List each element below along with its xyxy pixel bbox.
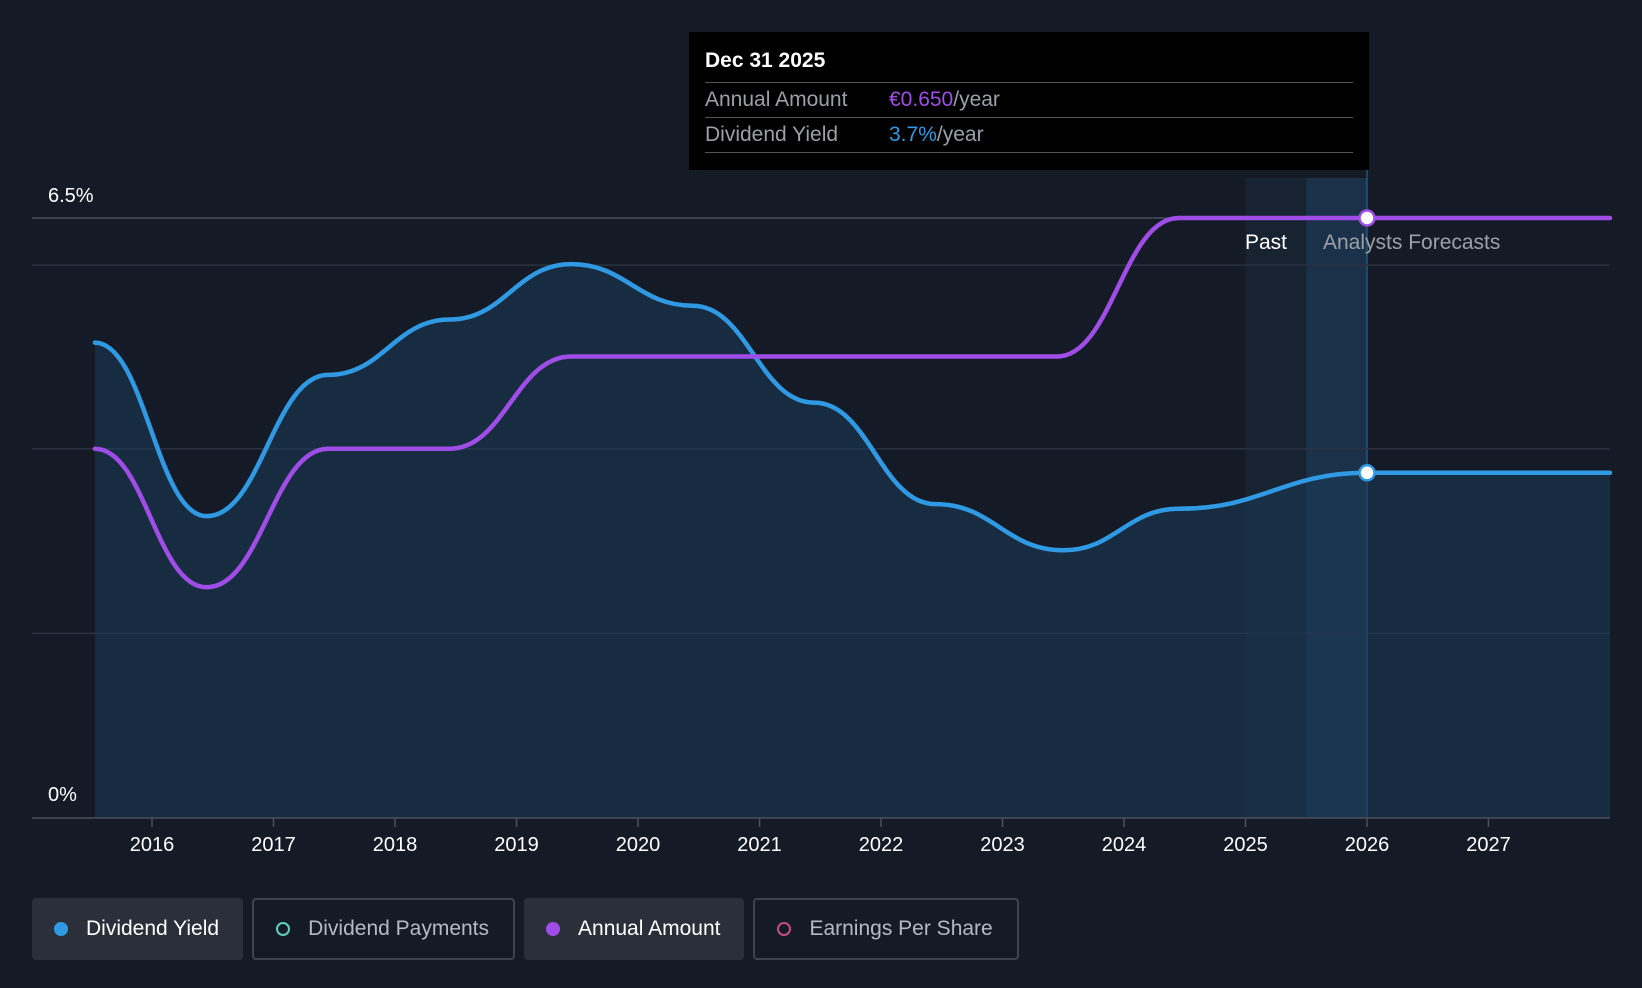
tooltip-yield-value: 3.7% [889, 123, 937, 146]
series-areas [94, 264, 1610, 819]
legend-earnings-per-share[interactable]: Earnings Per Share [753, 898, 1019, 960]
tooltip-yield-label: Dividend Yield [705, 123, 839, 146]
filled-dot-icon [54, 922, 68, 936]
legend-dividend-payments[interactable]: Dividend Payments [252, 898, 516, 960]
legend-label: Earnings Per Share [809, 917, 993, 940]
y-axis-labels: 0% 6.5% [48, 185, 94, 806]
x-tick-label: 2017 [251, 834, 296, 856]
chart-tooltip: Dec 31 2025 Annual Amount €0.650/year Div… [689, 32, 1369, 170]
x-tick-label: 2023 [980, 834, 1025, 856]
annual-amount-point [1358, 209, 1376, 227]
x-axis: 2016 2017 2018 2019 2020 2021 2022 2023 2024 2025… [32, 817, 1610, 856]
x-tick-label: 2020 [616, 834, 661, 856]
x-tick-label: 2025 [1223, 834, 1268, 856]
legend-dividend-yield[interactable]: Dividend Yield [32, 898, 244, 960]
annual-amount-line [92, 215, 1613, 590]
tooltip-annual-unit: /year [953, 88, 1000, 111]
x-tick-label: 2021 [737, 834, 782, 856]
y-tick-label: 0% [48, 784, 77, 806]
x-tick-label: 2027 [1466, 834, 1511, 856]
ring-icon [276, 922, 291, 936]
tooltip-yield-unit: /year [936, 123, 984, 146]
dividend-yield-point [1358, 464, 1376, 482]
x-tick-label: 2019 [494, 834, 539, 856]
tooltip-annual-value: €0.650 [889, 88, 954, 111]
series-lines [92, 215, 1613, 590]
legend-label: Dividend Yield [86, 917, 220, 940]
tooltip-date: Dec 31 2025 [705, 46, 1353, 83]
ring-icon [777, 922, 792, 936]
x-tick-label: 2026 [1345, 834, 1390, 856]
x-tick-label: 2016 [130, 834, 175, 856]
y-tick-label: 6.5% [48, 185, 94, 207]
x-tick-label: 2018 [373, 834, 418, 856]
tooltip-yield-row: Dividend Yield 3.7%/year [705, 118, 1353, 153]
past-label: Past [1245, 231, 1287, 254]
x-tick-label: 2024 [1102, 834, 1147, 856]
highlight-markers [1358, 209, 1376, 482]
legend-annual-amount[interactable]: Annual Amount [524, 898, 745, 960]
yield-area [94, 264, 1610, 819]
tooltip-annual-row: Annual Amount €0.650/year [705, 83, 1353, 118]
filled-dot-icon [546, 922, 561, 936]
tooltip-annual-label: Annual Amount [705, 88, 848, 111]
legend-label: Annual Amount [578, 917, 721, 940]
x-tick-label: 2022 [859, 834, 904, 856]
chart-legend: Dividend Yield Dividend Payments Annual … [32, 898, 1019, 960]
region-labels: Past Analysts Forecasts [1245, 231, 1500, 254]
forecast-label: Analysts Forecasts [1323, 231, 1500, 254]
dividend-yield-line [92, 261, 1613, 553]
legend-label: Dividend Payments [308, 917, 490, 940]
